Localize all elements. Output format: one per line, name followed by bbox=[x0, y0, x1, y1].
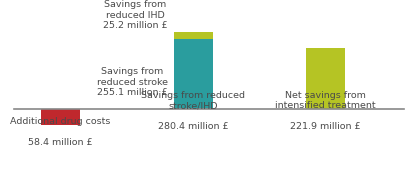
Text: 58.4 million £: 58.4 million £ bbox=[28, 138, 93, 147]
Text: Additional drug costs: Additional drug costs bbox=[11, 117, 111, 126]
Text: 221.9 million £: 221.9 million £ bbox=[290, 122, 361, 131]
Bar bbox=[306, 48, 345, 109]
Text: Savings from
reduced stroke
255.1 million £: Savings from reduced stroke 255.1 millio… bbox=[97, 67, 168, 97]
Text: Net savings from
intensified treatment: Net savings from intensified treatment bbox=[275, 91, 376, 110]
Text: 280.4 million £: 280.4 million £ bbox=[158, 122, 228, 131]
Bar bbox=[41, 109, 80, 125]
Bar bbox=[174, 39, 213, 109]
Bar bbox=[174, 32, 213, 39]
Text: Savings from
reduced IHD
25.2 million £: Savings from reduced IHD 25.2 million £ bbox=[103, 0, 168, 30]
Text: Savings from reduced
stroke/IHD: Savings from reduced stroke/IHD bbox=[141, 91, 245, 110]
